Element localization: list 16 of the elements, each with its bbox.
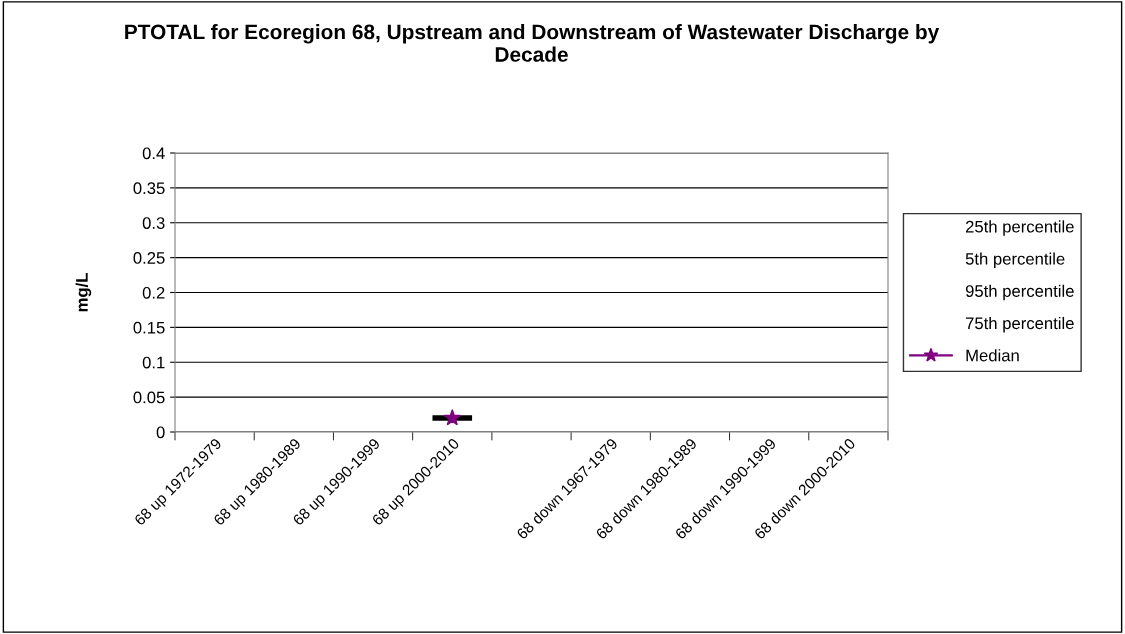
text: 95th percentile [965, 284, 1074, 301]
legend-label: Median [966, 349, 1019, 362]
y-tick-label: 0.3 [142, 217, 165, 229]
y-tick-label: 0.35 [133, 182, 165, 195]
text: 25th percentile [965, 220, 1074, 236]
chart-title: PTOTAL for Ecoregion 68, Upstream and Downstream of Wastewater Discharge by Decade [125, 24, 940, 62]
text: 5th percentile [965, 252, 1065, 269]
y-tick-label: 0.25 [133, 252, 165, 264]
y-tick-label: 0 [156, 426, 165, 439]
y-tick-label: 0.4 [142, 147, 165, 160]
y-axis-title: mg/L [75, 273, 92, 312]
y-tick-label: 0.15 [133, 321, 165, 334]
text: 75th percentile [965, 316, 1074, 333]
y-tick-label: 0.05 [133, 391, 165, 404]
y-tick-label: 0.2 [142, 286, 165, 299]
y-tick-label: 0.1 [142, 356, 165, 369]
